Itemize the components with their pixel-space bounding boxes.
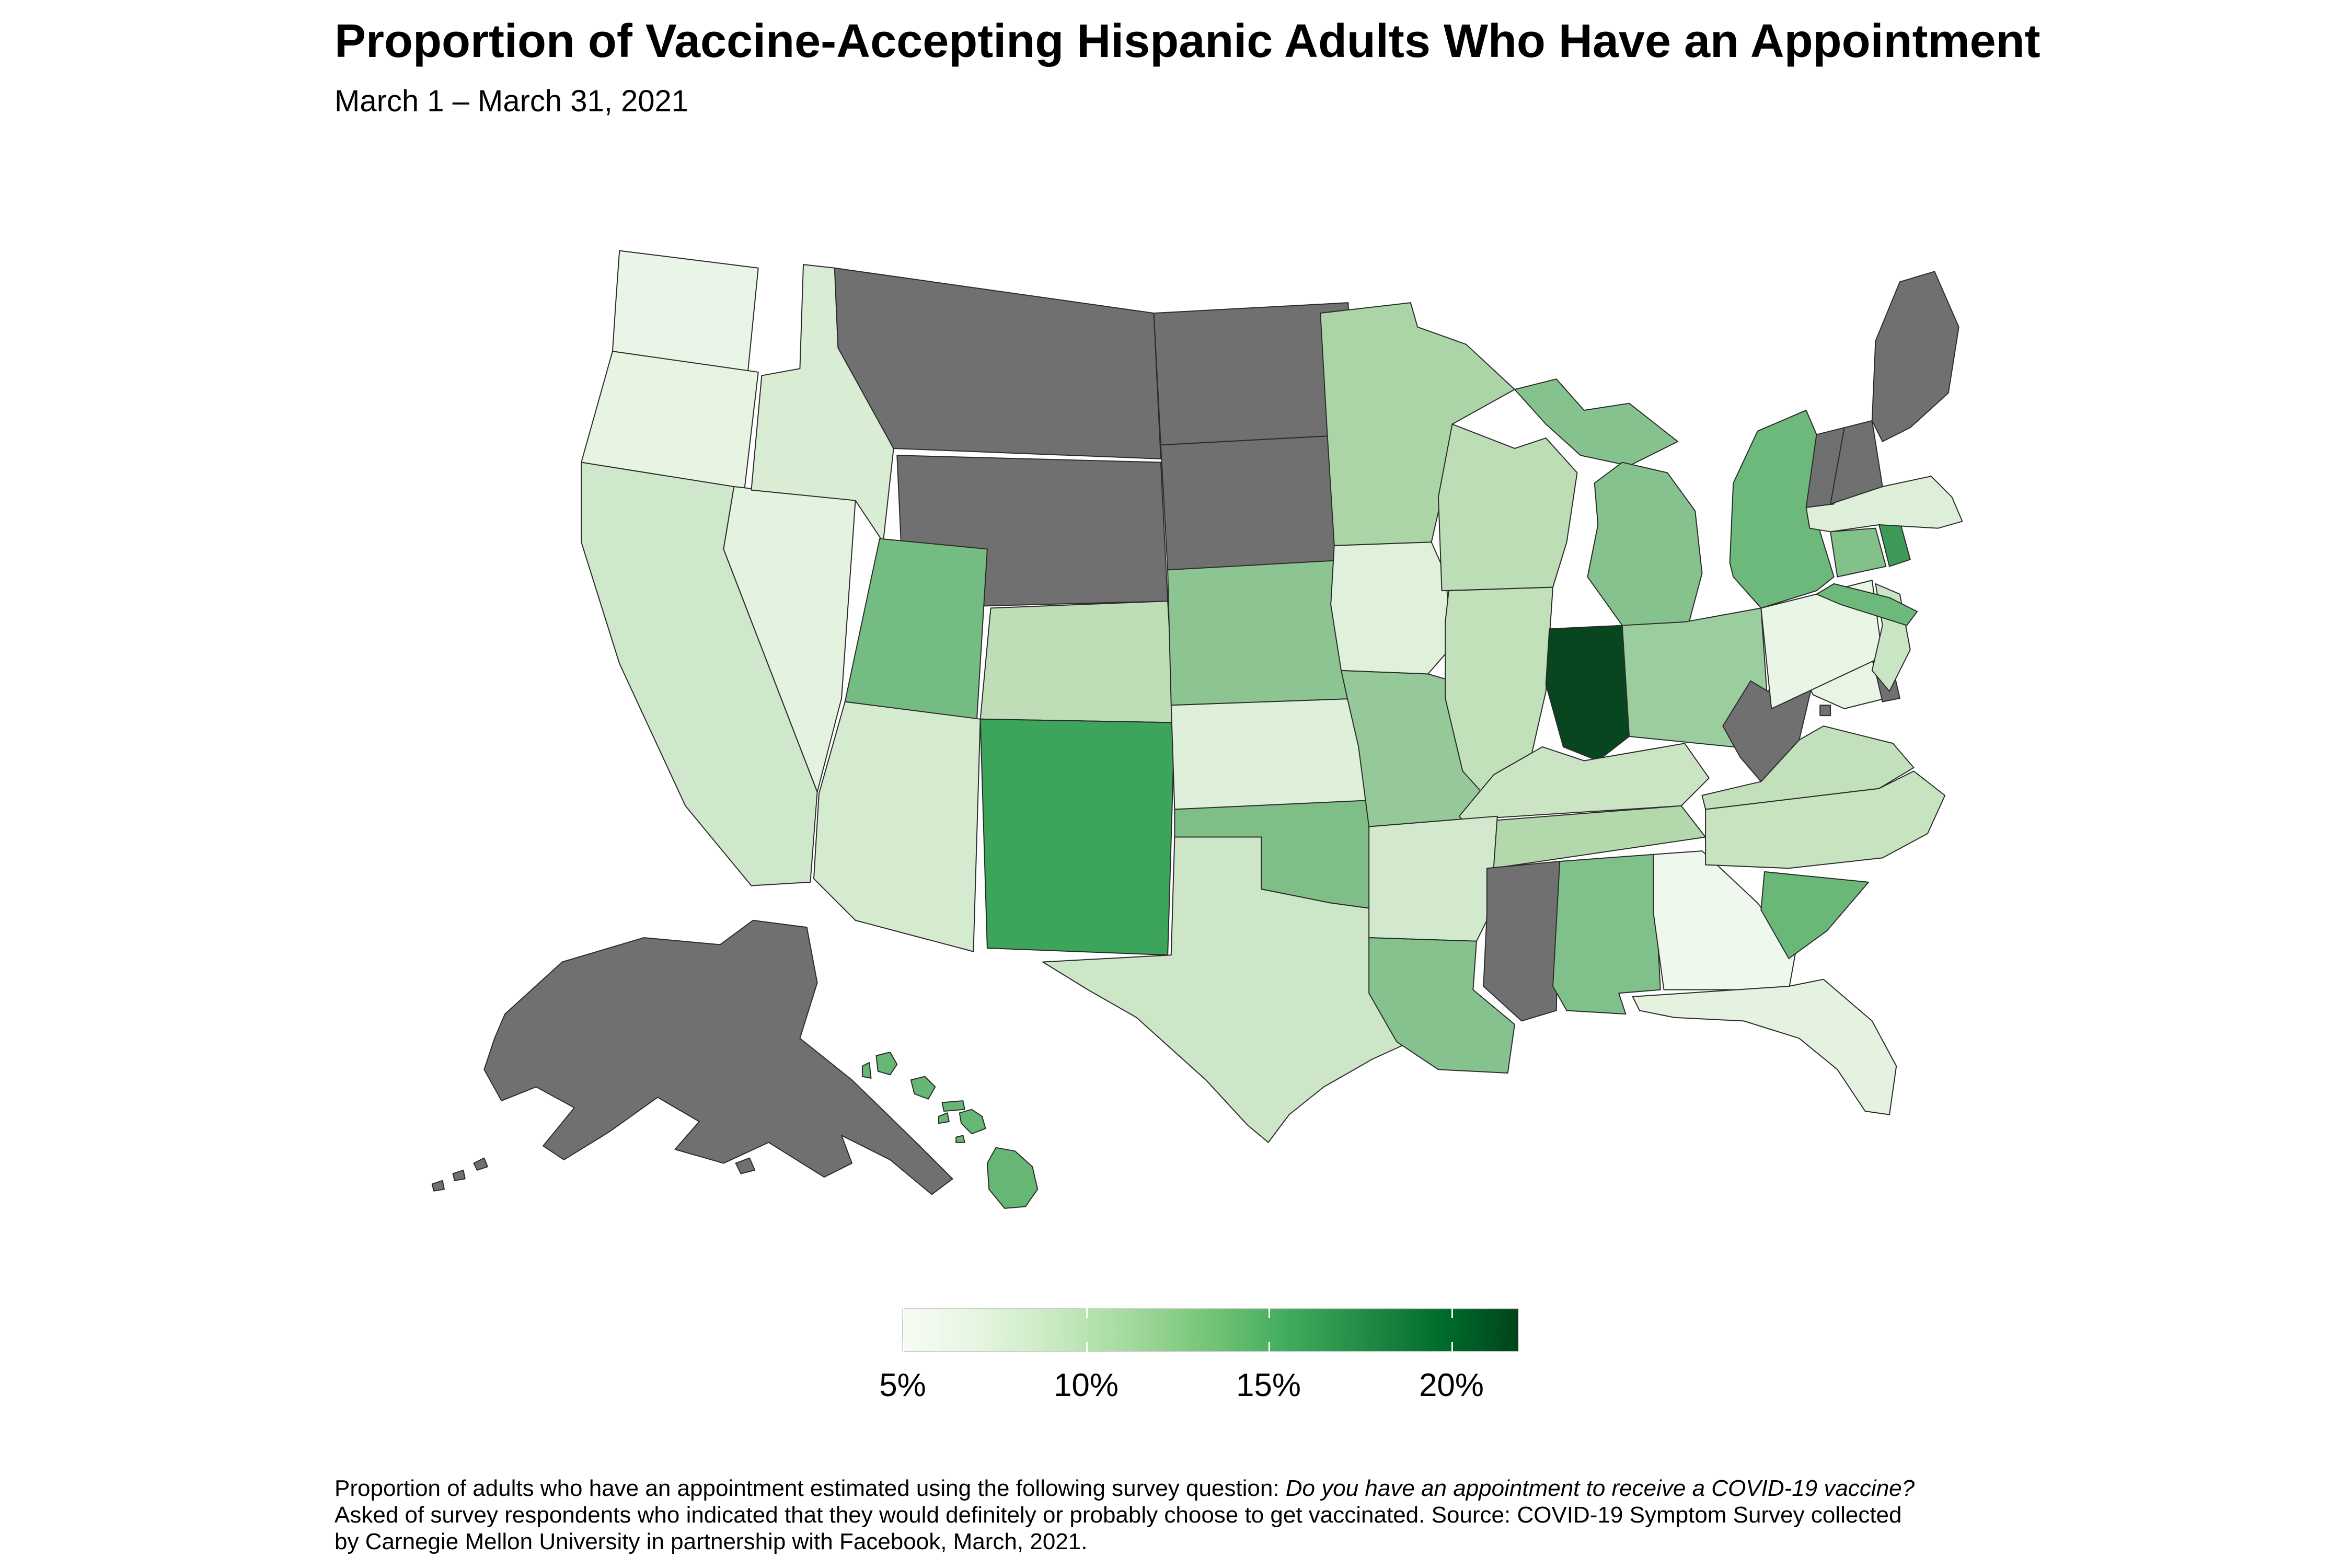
state-hi [941, 1100, 965, 1112]
legend-tick [1451, 1308, 1453, 1318]
state-mt [834, 267, 1161, 459]
legend-tick [903, 1308, 904, 1318]
state-nh [1830, 420, 1883, 505]
caption-text-3: by Carnegie Mellon University in partner… [335, 1529, 1088, 1555]
state-ny [1816, 583, 1918, 626]
legend-tick [1451, 1342, 1453, 1352]
state-ut [844, 538, 988, 720]
legend-tick [1086, 1342, 1088, 1352]
state-ia [1330, 541, 1453, 675]
state-hi [959, 1109, 986, 1135]
state-dc [1819, 705, 1831, 717]
state-nc [1705, 770, 1946, 869]
state-hi [910, 1076, 936, 1100]
state-me [1871, 271, 1959, 442]
state-sc [1760, 871, 1870, 959]
legend-tick [1086, 1308, 1088, 1318]
us-choropleth-map [431, 250, 1963, 1209]
chart-title: Proportion of Vaccine-Accepting Hispanic… [335, 15, 2040, 67]
state-ak [735, 1157, 756, 1174]
legend-tick [1269, 1342, 1270, 1352]
caption-text-1: Proportion of adults who have an appoint… [335, 1475, 1286, 1501]
legend-gradient-bar [902, 1308, 1519, 1352]
caption: Proportion of adults who have an appoint… [335, 1475, 2007, 1555]
state-mi [1514, 378, 1679, 467]
states-group [431, 250, 1963, 1209]
state-hi [875, 1052, 898, 1076]
state-hi [861, 1062, 872, 1079]
caption-survey-question: Do you have an appointment to receive a … [1285, 1475, 1915, 1501]
state-mi [1587, 462, 1703, 626]
state-ak [483, 919, 953, 1195]
state-az [813, 701, 981, 952]
legend-tick [1269, 1308, 1270, 1318]
state-la [1368, 937, 1515, 1074]
state-hi [955, 1135, 965, 1143]
chart-subtitle: March 1 – March 31, 2021 [335, 84, 689, 118]
state-hi [986, 1147, 1039, 1209]
caption-text-2: Asked of survey respondents who indicate… [335, 1502, 1902, 1528]
state-wi [1437, 423, 1578, 592]
state-ar [1368, 815, 1498, 942]
state-al [1552, 854, 1661, 1015]
state-ks [1170, 697, 1373, 810]
state-ak [473, 1157, 488, 1171]
state-ct [1830, 527, 1887, 578]
legend-tick-label: 15% [1236, 1367, 1301, 1403]
legend-tick-label: 10% [1053, 1367, 1119, 1403]
legend-tick-label: 5% [879, 1367, 926, 1403]
state-ak [431, 1180, 445, 1192]
state-co [979, 601, 1175, 723]
state-nm [979, 718, 1175, 956]
state-ky [1458, 743, 1710, 821]
legend-tick-label: 20% [1419, 1367, 1484, 1403]
state-in [1545, 625, 1630, 762]
state-ms [1483, 860, 1561, 1022]
state-tx [1042, 836, 1415, 1143]
state-fl [1632, 978, 1897, 1115]
color-legend: 5% 10% 15% 20% [879, 1308, 1519, 1465]
state-ak [452, 1169, 466, 1181]
state-hi [938, 1112, 950, 1124]
legend-tick [903, 1342, 904, 1352]
